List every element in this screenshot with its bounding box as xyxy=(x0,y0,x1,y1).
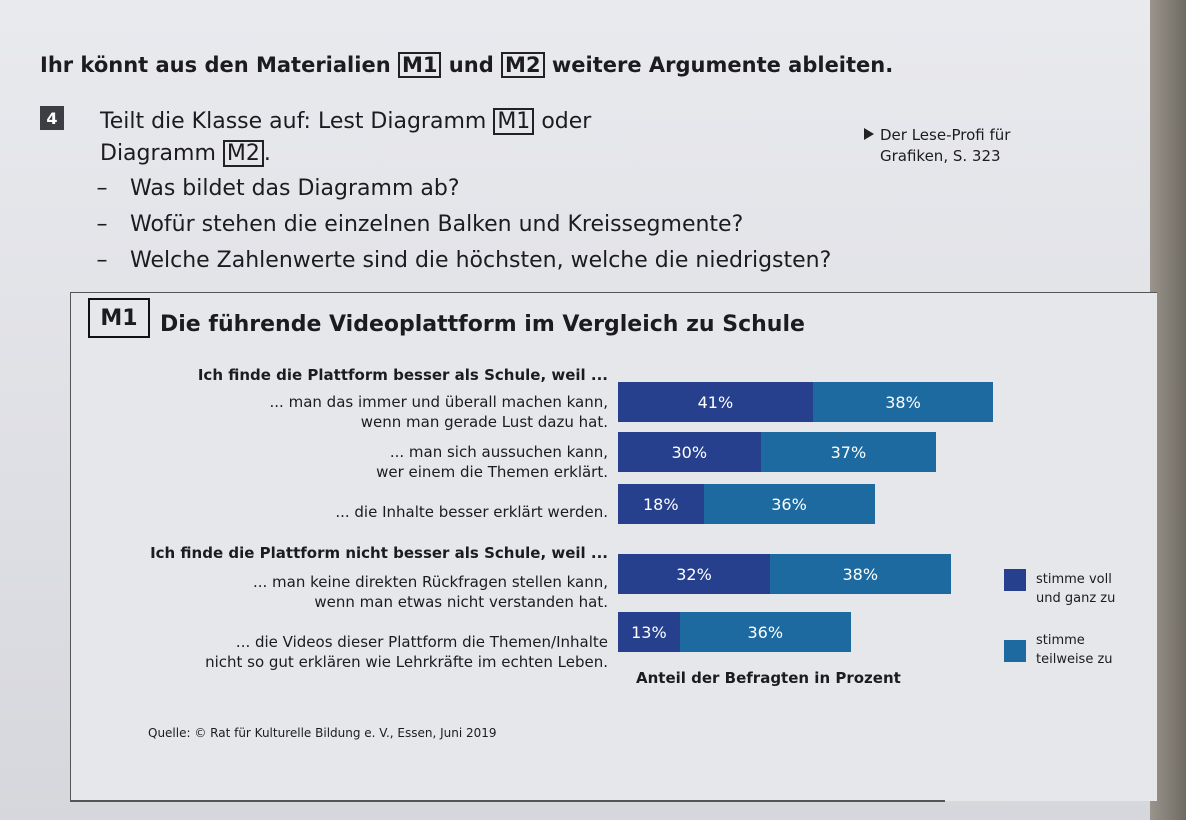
bar-value-label: 41% xyxy=(697,392,734,412)
bar-value-label: 38% xyxy=(842,564,879,584)
bar-segment-stimme-voll: 32% xyxy=(618,554,770,594)
category-label: ... man das immer und überall machen kan… xyxy=(269,393,608,431)
task-number: 4 xyxy=(40,106,64,130)
triangle-arrow-icon xyxy=(864,128,874,140)
intro-mid: und xyxy=(448,53,494,77)
intro-post: weitere Argumente ableiten. xyxy=(551,53,894,77)
bar-value-label: 37% xyxy=(830,442,867,462)
bar-segment-stimme-voll: 13% xyxy=(618,612,680,652)
bar-segment-stimme-voll: 18% xyxy=(618,484,704,524)
legend-swatch-stimme-voll xyxy=(1004,569,1026,591)
category-label: ... die Videos dieser Plattform die Them… xyxy=(205,633,608,671)
material-card xyxy=(70,292,1157,801)
task-line-2: Diagramm M2. xyxy=(100,140,271,168)
bar-value-label: 18% xyxy=(642,494,679,514)
bar-value-label: 36% xyxy=(747,622,784,642)
reference-line-2: Grafiken, S. 323 xyxy=(880,147,1001,165)
question-dash: – xyxy=(96,176,108,201)
task-ref-m1: M1 xyxy=(493,108,535,136)
material-ref-m2: M2 xyxy=(501,52,545,79)
intro-pre: Ihr könnt aus den Materialien xyxy=(40,53,391,77)
bar-segment-stimme-teilweise: 36% xyxy=(703,484,875,524)
legend-label-stimme-teilweise: stimme teilweise zu xyxy=(1036,633,1113,667)
group-heading-negative: Ich finde die Plattform nicht besser als… xyxy=(150,544,608,562)
reference-note: Der Lese-Profi für Grafiken, S. 323 xyxy=(880,125,1060,167)
bottom-rule xyxy=(70,800,945,802)
x-axis-label: Anteil der Befragten in Prozent xyxy=(636,669,901,687)
bar-segment-stimme-voll: 41% xyxy=(618,382,813,422)
task-line-2-text: Diagramm xyxy=(100,141,216,166)
task-line-1-end: oder xyxy=(541,109,592,134)
category-label: ... man sich aussuchen kann, wer einem d… xyxy=(376,443,608,481)
question-1: Was bildet das Diagramm ab? xyxy=(130,176,460,201)
bar-segment-stimme-teilweise: 38% xyxy=(770,554,951,594)
group-heading-positive: Ich finde die Plattform besser als Schul… xyxy=(197,366,608,384)
category-label: ... man keine direkten Rückfragen stelle… xyxy=(252,573,608,611)
bar-segment-stimme-teilweise: 37% xyxy=(760,432,937,472)
chart-title: Die führende Videoplattform im Vergleich… xyxy=(160,312,805,337)
reference-line-1: Der Lese-Profi für xyxy=(880,126,1011,144)
question-dash: – xyxy=(96,248,108,273)
task-ref-m2: M2 xyxy=(222,140,264,168)
bar-segment-stimme-teilweise: 38% xyxy=(812,382,994,422)
task-line-1-text: Teilt die Klasse auf: Lest Diagramm xyxy=(100,109,487,134)
bar-segment-stimme-voll: 30% xyxy=(618,432,761,472)
bar-value-label: 30% xyxy=(671,442,708,462)
bar-value-label: 38% xyxy=(885,392,921,412)
bar-value-label: 13% xyxy=(631,622,667,642)
question-dash: – xyxy=(96,212,108,237)
bar-value-label: 36% xyxy=(771,494,807,514)
intro-sentence: Ihr könnt aus den Materialien M1 und M2 … xyxy=(40,52,894,79)
task-line-2-end: . xyxy=(263,141,271,166)
question-3: Welche Zahlenwerte sind die höchsten, we… xyxy=(130,248,832,273)
legend-swatch-stimme-teilweise xyxy=(1004,640,1026,662)
material-ref-m1: M1 xyxy=(397,52,442,79)
category-label: ... die Inhalte besser erklärt werden. xyxy=(335,503,608,521)
material-label: M1 xyxy=(88,298,150,338)
bar-value-label: 32% xyxy=(676,564,712,584)
question-2: Wofür stehen die einzelnen Balken und Kr… xyxy=(130,212,744,237)
legend-label-stimme-voll: stimme voll und ganz zu xyxy=(1036,572,1116,606)
source-citation: Quelle: © Rat für Kulturelle Bildung e. … xyxy=(148,726,497,740)
bar-segment-stimme-teilweise: 36% xyxy=(679,612,851,652)
task-line-1: Teilt die Klasse auf: Lest Diagramm M1 o… xyxy=(100,108,592,136)
